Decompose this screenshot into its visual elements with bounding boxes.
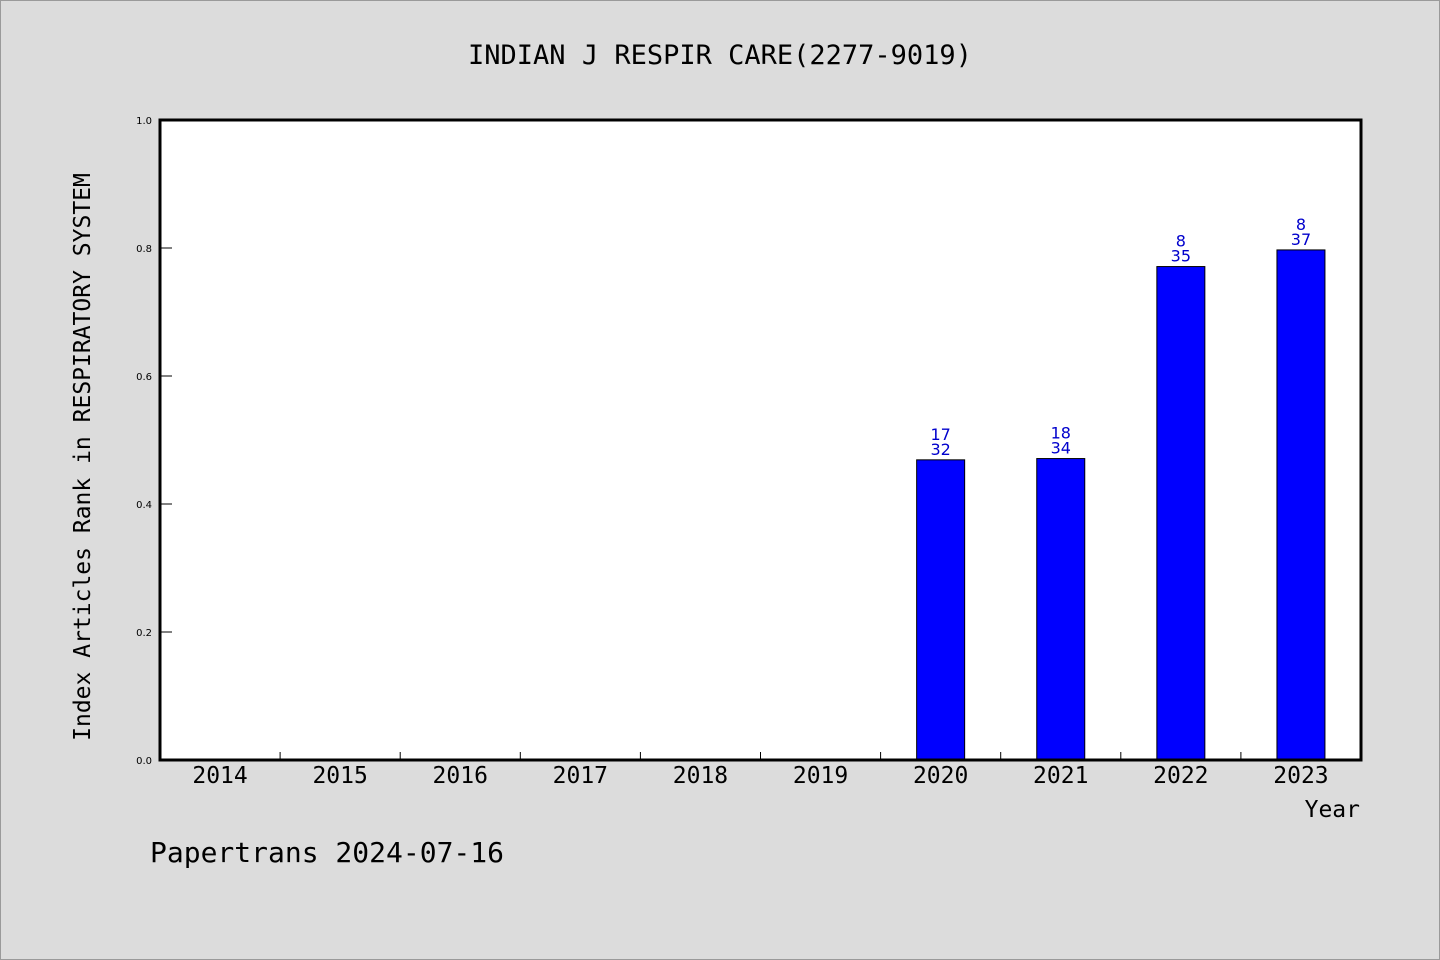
y-tick-label: 0.0 <box>136 756 152 767</box>
x-tick-label: 2018 <box>673 763 728 789</box>
x-tick-label: 2022 <box>1153 763 1208 789</box>
plot-border <box>158 118 1363 762</box>
bar-label-total: 37 <box>1291 230 1311 249</box>
x-tick-label: 2019 <box>793 763 848 789</box>
y-tick-label: 0.2 <box>136 628 152 639</box>
bar-label-rank: 8 <box>1296 215 1306 234</box>
bar-label-total: 32 <box>930 440 950 459</box>
x-tick-label: 2023 <box>1273 763 1328 789</box>
y-tick-label: 1.0 <box>136 116 152 127</box>
y-tick-label: 0.8 <box>136 244 152 255</box>
bar-2020 <box>916 459 966 761</box>
x-tick-label: 2014 <box>192 763 247 789</box>
x-tick-label: 2015 <box>312 763 367 789</box>
x-axis-label: Year <box>1305 797 1360 823</box>
x-tick-label: 2020 <box>913 763 968 789</box>
chart-title: INDIAN J RESPIR CARE(2277-9019) <box>468 40 972 71</box>
x-tick-label: 2021 <box>1033 763 1088 789</box>
labels-layer: 2014 2015 2016 2017 2018 2019 2020 2021 2022 2023… <box>192 215 1328 789</box>
bar-label-rank: 18 <box>1051 424 1071 443</box>
bar-label-rank: 8 <box>1176 232 1186 251</box>
bars-layer <box>916 249 1326 761</box>
bar-2021 <box>1036 458 1086 761</box>
footer-text: Papertrans 2024-07-16 <box>150 836 504 869</box>
x-tick-label: 2016 <box>433 763 488 789</box>
y-tick-label: 0.4 <box>136 500 152 511</box>
bar-label-rank: 17 <box>930 425 950 444</box>
y-tick-label: 0.6 <box>136 372 152 383</box>
y-axis-label: Index Articles Rank in RESPIRATORY SYSTE… <box>70 173 96 741</box>
bar-2022 <box>1156 266 1206 761</box>
ticks-layer: 0.0 0.2 0.4 0.6 0.8 1.0 <box>136 116 1242 767</box>
bar-label-total: 34 <box>1051 439 1071 458</box>
x-tick-label: 2017 <box>553 763 608 789</box>
bar-label-total: 35 <box>1171 247 1191 266</box>
bar-2023 <box>1276 249 1326 761</box>
